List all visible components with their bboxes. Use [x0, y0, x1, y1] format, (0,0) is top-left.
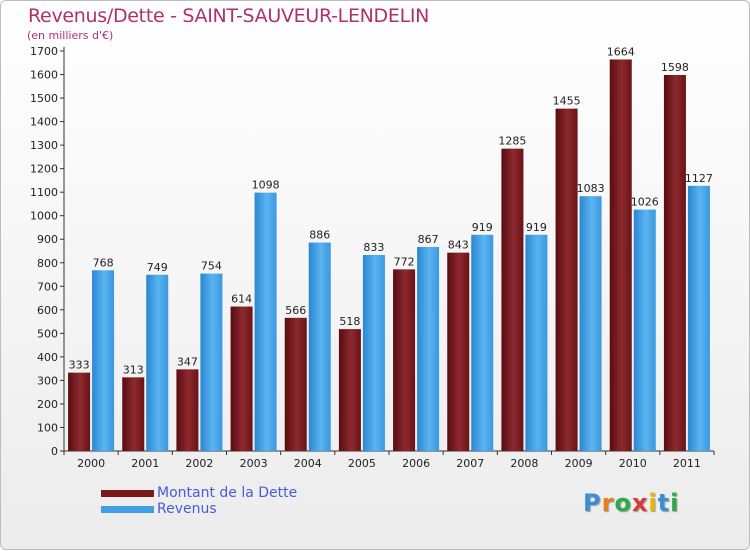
bar-revenus: [200, 273, 223, 451]
bar-revenus: [308, 242, 331, 451]
data-label-revenus: 886: [309, 229, 330, 242]
data-label-dette: 1664: [607, 45, 635, 58]
data-label-dette: 1455: [553, 95, 581, 108]
bar-dette: [230, 306, 253, 451]
data-label-dette: 347: [177, 355, 198, 368]
legend-label-dette: Montant de la Dette: [157, 485, 298, 501]
x-tick-label: 2005: [348, 457, 376, 470]
logo-letter: x: [631, 489, 649, 517]
bar-dette: [284, 317, 307, 451]
proxiti-logo: Proxiti: [583, 489, 679, 517]
data-label-dette: 614: [231, 293, 252, 306]
bar-revenus: [417, 247, 440, 451]
data-label-revenus: 754: [201, 260, 222, 273]
bar-dette: [122, 377, 145, 451]
y-tick-label: 1600: [30, 69, 58, 82]
x-tick-label: 2001: [131, 457, 159, 470]
logo-letter: P: [583, 489, 602, 517]
data-label-revenus: 1098: [252, 179, 280, 192]
logo-letter: r: [601, 489, 615, 517]
y-tick-label: 600: [37, 304, 58, 317]
bar-revenus: [92, 270, 115, 451]
bar-dette: [176, 369, 199, 451]
y-tick-label: 100: [37, 421, 58, 434]
y-tick-label: 1000: [30, 210, 58, 223]
y-tick-label: 200: [37, 398, 58, 411]
chart-bars: [68, 59, 710, 452]
data-label-revenus: 768: [93, 256, 114, 269]
bar-revenus: [146, 274, 169, 451]
y-tick-label: 1300: [30, 139, 58, 152]
data-label-revenus: 1127: [685, 172, 713, 185]
y-tick-label: 1400: [30, 116, 58, 129]
x-tick-label: 2002: [185, 457, 213, 470]
bar-revenus: [525, 234, 548, 451]
x-tick-label: 2009: [565, 457, 593, 470]
bar-dette: [555, 108, 578, 451]
bar-dette: [663, 75, 686, 451]
logo-letter: i: [670, 489, 680, 517]
bar-dette: [393, 269, 416, 451]
bar-dette: [338, 329, 361, 451]
x-tick-label: 2010: [619, 457, 647, 470]
data-label-dette: 313: [123, 363, 144, 376]
y-tick-label: 300: [37, 374, 58, 387]
y-tick-label: 1200: [30, 163, 58, 176]
chart-axes: 0 100 200 300 400 500 600 700 800 900 1000 1100 1200…: [30, 45, 715, 470]
y-tick-label: 700: [37, 280, 58, 293]
chart-title: Revenus/Dette - SAINT-SAUVEUR-LENDELIN: [28, 5, 430, 27]
legend-label-revenus: Revenus: [157, 501, 217, 517]
y-tick-label: 1700: [30, 45, 58, 58]
y-tick-label: 400: [37, 351, 58, 364]
x-tick-label: 2000: [77, 457, 105, 470]
x-tick-label: 2004: [294, 457, 322, 470]
bar-dette: [609, 59, 632, 452]
bar-revenus: [362, 255, 385, 451]
legend-swatch-dette: [101, 490, 154, 497]
logo-letter: o: [614, 489, 632, 517]
data-label-dette: 566: [285, 304, 306, 317]
bar-dette: [68, 372, 91, 451]
logo-letter: i: [648, 489, 658, 517]
y-tick-label: 500: [37, 327, 58, 340]
data-label-revenus: 867: [418, 233, 439, 246]
y-tick-label: 900: [37, 233, 58, 246]
x-tick-label: 2008: [510, 457, 538, 470]
x-tick-label: 2011: [673, 457, 701, 470]
bar-revenus: [471, 234, 494, 451]
data-label-dette: 843: [448, 239, 469, 252]
data-label-dette: 333: [69, 359, 90, 372]
chart-subtitle: (en milliers d'€): [27, 29, 114, 42]
data-label-revenus: 919: [526, 221, 547, 234]
data-label-revenus: 833: [363, 241, 384, 254]
data-label-dette: 1285: [498, 135, 526, 148]
bar-revenus: [687, 185, 710, 451]
data-label-dette: 772: [394, 255, 415, 268]
data-label-dette: 518: [339, 315, 360, 328]
logo-letter: t: [657, 489, 671, 517]
bar-dette: [447, 252, 470, 451]
data-label-revenus: 919: [472, 221, 493, 234]
data-label-revenus: 1026: [631, 196, 659, 209]
bar-dette: [501, 148, 524, 451]
bar-revenus: [633, 209, 656, 451]
x-tick-label: 2007: [456, 457, 484, 470]
bar-revenus: [579, 196, 602, 451]
x-tick-label: 2003: [240, 457, 268, 470]
legend-swatch-revenus: [101, 506, 154, 513]
bar-revenus: [254, 192, 277, 451]
y-tick-label: 1500: [30, 92, 58, 105]
y-tick-label: 800: [37, 257, 58, 270]
chart-data-labels: 333 768 313 749 347 754 614 1098 566 886 518 833 772…: [69, 45, 713, 376]
y-tick-label: 1100: [30, 186, 58, 199]
data-label-revenus: 1083: [577, 182, 605, 195]
data-label-dette: 1598: [661, 61, 689, 74]
data-label-revenus: 749: [147, 261, 168, 274]
x-tick-label: 2006: [402, 457, 430, 470]
y-tick-label: 0: [51, 445, 58, 458]
